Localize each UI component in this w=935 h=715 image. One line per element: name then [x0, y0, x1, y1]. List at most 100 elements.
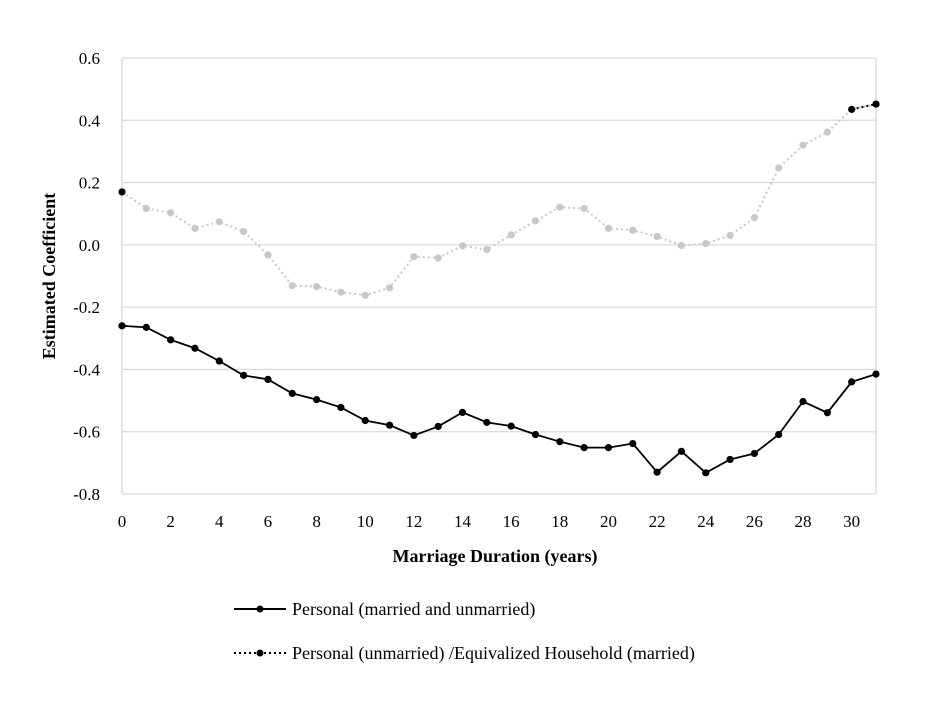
x-tick-labels: 0 2 4 6 8 10 12 14 16 18 20 22 24 26 28 30 [118, 512, 860, 531]
axes [121, 58, 877, 494]
data-point-personal [434, 422, 442, 431]
data-point-equivalized [312, 282, 321, 291]
data-point-personal [458, 408, 467, 417]
legend-label-equivalized: Personal (unmarried) /Equivalized Househ… [292, 642, 695, 663]
data-point-personal [191, 344, 199, 352]
data-point-equivalized [604, 224, 613, 232]
x-tick-label: 28 [795, 512, 812, 531]
data-point-personal [872, 370, 880, 378]
y-tick-label: -0.6 [73, 423, 100, 442]
data-point-personal [750, 449, 758, 458]
data-point-equivalized [872, 100, 880, 108]
data-point-equivalized [361, 291, 369, 299]
x-tick-label: 30 [843, 512, 860, 531]
x-tick-label: 10 [357, 512, 374, 531]
data-point-personal [799, 397, 807, 406]
gridlines [122, 57, 876, 495]
data-point-personal [361, 416, 369, 425]
y-tick-label: 0.2 [79, 174, 100, 193]
data-point-personal [312, 396, 321, 404]
data-point-equivalized [118, 188, 126, 196]
y-tick-label: 0.4 [79, 111, 101, 130]
series-points [118, 100, 880, 477]
data-point-equivalized [410, 253, 418, 261]
data-point-personal [556, 438, 564, 446]
x-axis-title: Marriage Duration (years) [393, 546, 598, 567]
data-point-equivalized [288, 282, 296, 290]
data-point-equivalized [434, 254, 442, 262]
data-point-personal [264, 375, 272, 383]
data-point-equivalized [167, 209, 175, 217]
data-point-equivalized [823, 128, 831, 136]
data-point-equivalized [556, 203, 564, 211]
x-tick-label: 20 [600, 512, 617, 531]
x-tick-label: 4 [215, 512, 224, 531]
data-point-equivalized [458, 242, 467, 250]
data-point-personal [142, 323, 150, 331]
x-tick-label: 2 [166, 512, 175, 531]
data-point-equivalized [726, 231, 734, 240]
data-point-personal [653, 468, 661, 476]
data-point-equivalized [702, 240, 710, 248]
series-line-equivalized [121, 103, 877, 297]
data-point-personal [702, 469, 710, 477]
legend: Personal (married and unmarried) Persona… [232, 598, 695, 686]
y-axis-title: Estimated Coefficient [39, 193, 59, 359]
data-point-personal [337, 403, 345, 412]
y-tick-label: -0.2 [73, 298, 100, 317]
data-point-personal [823, 409, 831, 417]
data-point-equivalized [264, 251, 272, 259]
x-tick-label: 14 [454, 512, 472, 531]
data-point-equivalized [240, 227, 248, 236]
data-point-personal [483, 418, 491, 426]
data-point-equivalized [848, 105, 856, 113]
series-lines [121, 103, 877, 474]
data-point-personal [677, 447, 686, 455]
data-point-personal [240, 371, 248, 379]
data-point-personal [385, 421, 394, 429]
y-tick-label: -0.4 [73, 360, 100, 379]
data-point-equivalized [337, 288, 345, 296]
x-tick-label: 16 [503, 512, 520, 531]
data-point-personal [167, 336, 175, 344]
data-point-personal [726, 455, 734, 464]
x-tick-label: 18 [551, 512, 568, 531]
data-point-personal [629, 439, 637, 448]
x-tick-label: 8 [312, 512, 321, 531]
data-point-equivalized [580, 204, 588, 213]
data-point-personal [288, 389, 296, 398]
legend-item-equivalized: Personal (unmarried) /Equivalized Househ… [232, 642, 695, 664]
data-point-equivalized [677, 241, 686, 250]
x-tick-label: 24 [697, 512, 715, 531]
data-point-equivalized [799, 141, 807, 149]
y-tick-label: 0.0 [79, 236, 100, 255]
x-tick-label: 6 [264, 512, 273, 531]
y-tick-labels: 0.6 0.4 0.2 0.0 -0.2 -0.4 -0.6 -0.8 [73, 49, 100, 504]
data-point-personal [580, 443, 588, 452]
data-point-equivalized [191, 224, 199, 232]
data-point-personal [215, 357, 223, 365]
x-tick-label: 0 [118, 512, 127, 531]
x-tick-label: 26 [746, 512, 763, 531]
legend-item-personal: Personal (married and unmarried) [232, 598, 695, 620]
legend-swatch-solid [234, 605, 286, 613]
data-point-personal [118, 322, 126, 330]
x-tick-label: 12 [405, 512, 422, 531]
data-point-equivalized [531, 217, 540, 225]
y-tick-label: -0.8 [73, 485, 100, 504]
data-point-equivalized [483, 245, 491, 254]
data-point-personal [410, 431, 418, 440]
data-point-equivalized [653, 232, 661, 241]
data-point-equivalized [142, 204, 150, 213]
data-point-personal [531, 430, 540, 439]
series-line-personal [121, 324, 877, 474]
data-point-equivalized [775, 164, 783, 172]
data-point-personal [604, 443, 613, 452]
data-point-equivalized [750, 214, 758, 222]
x-tick-label: 22 [649, 512, 666, 531]
data-point-personal [775, 430, 783, 439]
data-point-equivalized [629, 226, 637, 234]
legend-label-personal: Personal (married and unmarried) [292, 598, 536, 619]
legend-swatch-dotted [234, 649, 286, 657]
